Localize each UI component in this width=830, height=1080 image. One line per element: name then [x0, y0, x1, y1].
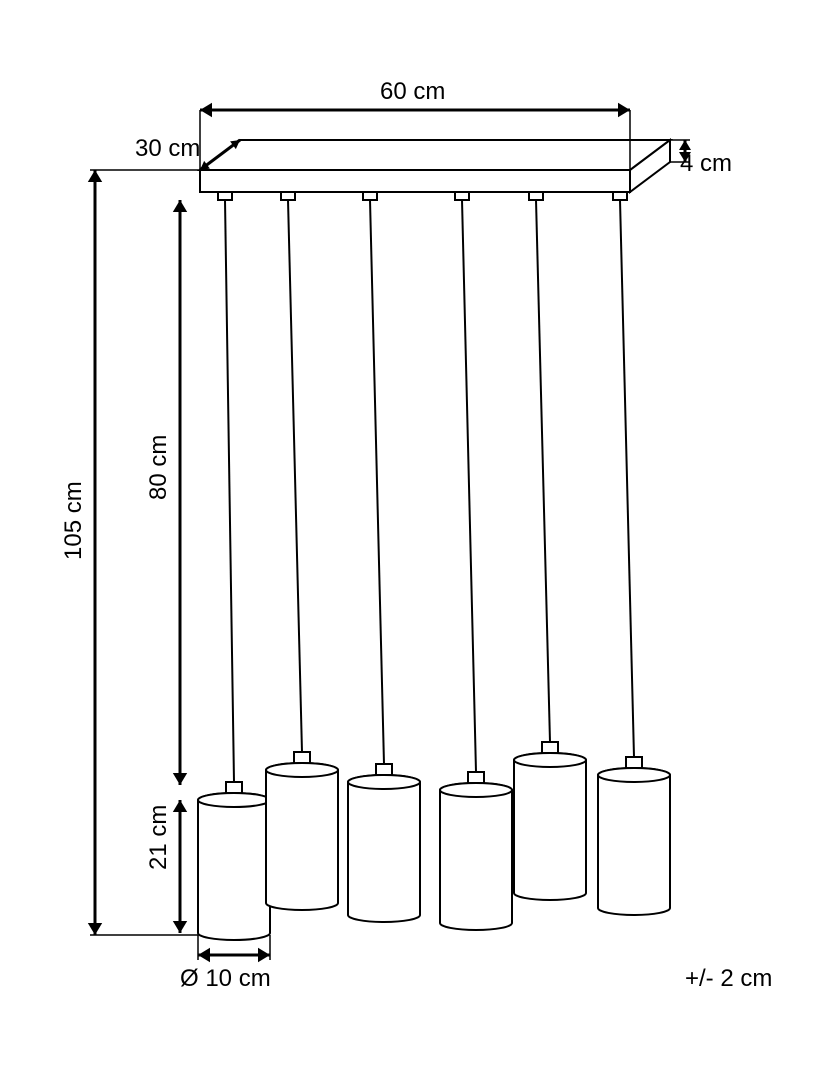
label-total-height: 105 cm — [60, 481, 88, 560]
diagram-canvas: 60 cm 30 cm 4 cm 80 cm 105 cm 21 cm Ø 10… — [0, 0, 830, 1080]
label-shade-diameter: Ø 10 cm — [180, 965, 271, 993]
label-shade-height: 21 cm — [145, 805, 173, 870]
label-drop-height: 80 cm — [145, 435, 173, 500]
label-depth: 30 cm — [135, 135, 200, 163]
label-width-top: 60 cm — [380, 78, 445, 106]
label-tolerance: +/- 2 cm — [685, 965, 772, 993]
label-plate-thickness: 4 cm — [680, 150, 732, 178]
